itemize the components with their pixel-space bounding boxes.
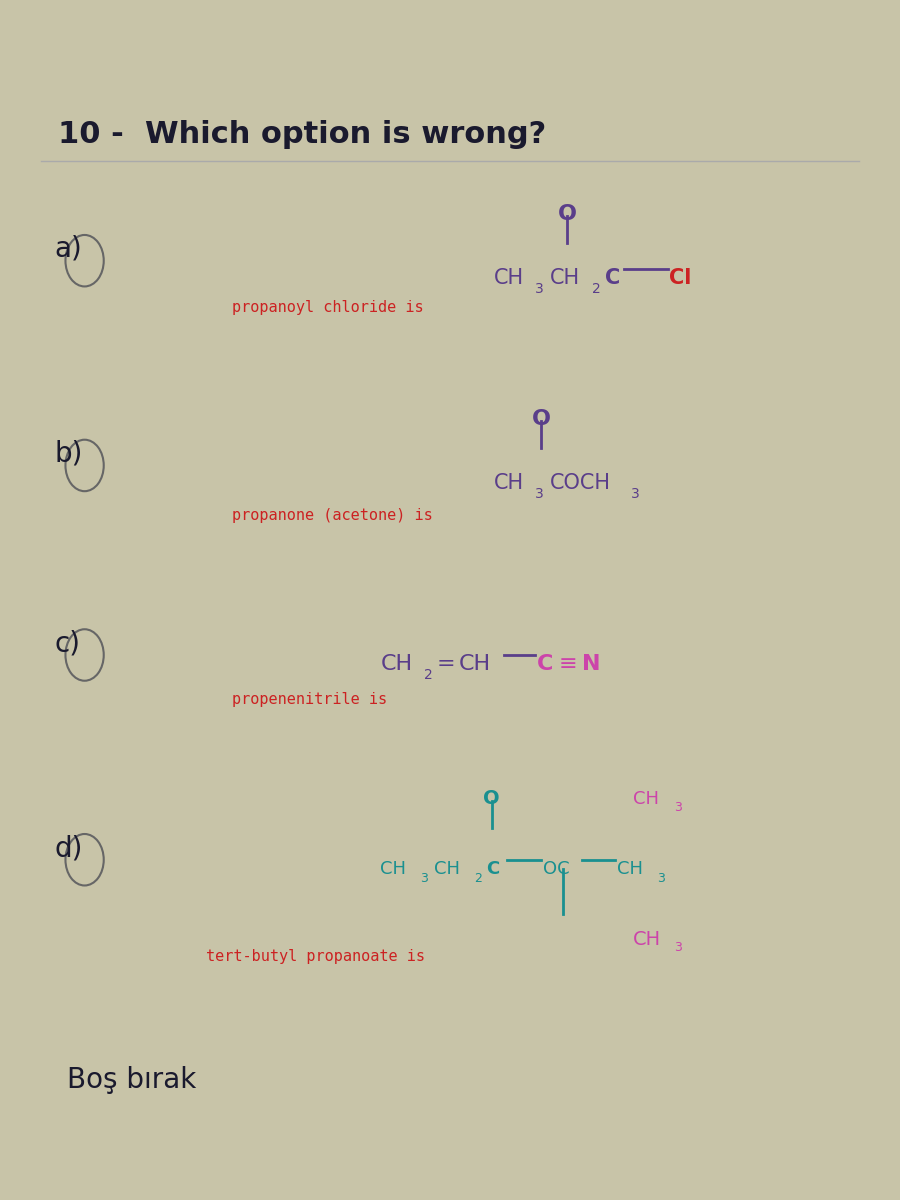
Text: 10 -  Which option is wrong?: 10 - Which option is wrong?: [58, 120, 547, 149]
Text: CH: CH: [550, 269, 580, 288]
Text: 3: 3: [631, 486, 640, 500]
Text: CH: CH: [435, 860, 460, 878]
Text: COCH: COCH: [550, 473, 611, 493]
Text: 2: 2: [474, 872, 482, 884]
Text: CH: CH: [381, 654, 412, 674]
Text: 2: 2: [424, 668, 433, 682]
Text: O: O: [532, 409, 551, 428]
Text: CH: CH: [493, 473, 524, 493]
Text: O: O: [483, 790, 500, 809]
Text: CH: CH: [633, 790, 659, 808]
Text: ≡: ≡: [559, 654, 578, 674]
Text: CH: CH: [381, 860, 407, 878]
Text: 2: 2: [592, 282, 600, 295]
Text: C: C: [537, 654, 554, 674]
Text: propanone (acetone) is: propanone (acetone) is: [232, 509, 433, 523]
Text: C: C: [487, 860, 500, 878]
Text: Boş bırak: Boş bırak: [68, 1066, 196, 1093]
Text: 3: 3: [420, 872, 428, 884]
Text: 3: 3: [536, 282, 544, 295]
Text: 3: 3: [673, 800, 681, 814]
Text: CH: CH: [493, 269, 524, 288]
Text: Cl: Cl: [670, 269, 691, 288]
Text: c): c): [54, 629, 80, 658]
Text: O: O: [558, 204, 577, 224]
Text: CH: CH: [459, 654, 490, 674]
Text: 3: 3: [673, 941, 681, 954]
Text: 3: 3: [536, 486, 544, 500]
Text: CH: CH: [617, 860, 643, 878]
Text: propenenitrile is: propenenitrile is: [232, 692, 388, 707]
Text: propanoyl chloride is: propanoyl chloride is: [232, 300, 424, 314]
Text: 3: 3: [657, 872, 665, 884]
Text: tert-butyl propanoate is: tert-butyl propanoate is: [206, 949, 426, 965]
Text: a): a): [54, 235, 82, 263]
Text: CH: CH: [633, 930, 661, 949]
Text: d): d): [54, 834, 83, 862]
Text: C: C: [605, 269, 620, 288]
Text: =: =: [437, 654, 455, 674]
Text: OC: OC: [543, 860, 570, 878]
Text: b): b): [54, 439, 83, 468]
Text: N: N: [582, 654, 600, 674]
